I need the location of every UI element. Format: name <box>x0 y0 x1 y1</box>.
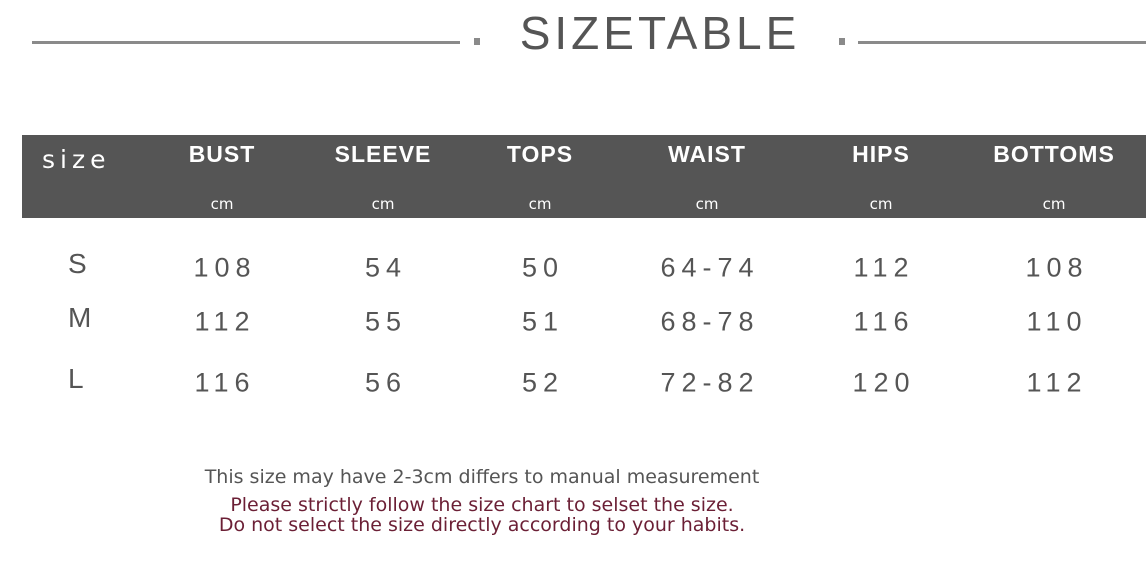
size-label: S <box>68 248 87 279</box>
table-cell: 64-74 <box>660 252 760 283</box>
title-dot-right <box>839 38 845 45</box>
page-title: SIZETABLE <box>519 7 801 59</box>
column-unit: cm <box>371 195 395 213</box>
table-cell: 52 <box>521 367 565 398</box>
title-rule-left <box>32 41 460 44</box>
column-header-waist: WAIST <box>668 141 746 167</box>
column-unit: cm <box>528 195 552 213</box>
note-follow-chart: Please strictly follow the size chart to… <box>230 494 734 516</box>
size-label: M <box>68 302 92 333</box>
table-header: size BUST cm SLEEVE cm TOPS cm WAIST cm HIPS cm BO… <box>22 135 1146 218</box>
column-unit: cm <box>210 195 234 213</box>
table-cell: 50 <box>521 252 565 283</box>
table-cell: 56 <box>364 367 408 398</box>
table-cell: 112 <box>1026 367 1088 398</box>
column-header-bottoms: BOTTOMS <box>993 141 1115 167</box>
title-rule-right <box>858 41 1146 44</box>
table-cell: 120 <box>852 367 916 398</box>
table-cell: 112 <box>194 306 256 337</box>
note-habits: Do not select the size directly accordin… <box>218 514 746 536</box>
column-header-sleeve: SLEEVE <box>334 141 432 167</box>
note-measurement: This size may have 2-3cm differs to manu… <box>204 466 760 488</box>
table-cell: 55 <box>364 306 408 337</box>
size-label: L <box>68 363 84 394</box>
table-cell: 108 <box>193 252 257 283</box>
column-unit: cm <box>1042 195 1066 213</box>
table-cell: 116 <box>853 306 915 337</box>
table-cell: 112 <box>853 252 915 283</box>
size-column-header: size <box>42 145 111 174</box>
column-header-bust: BUST <box>188 141 256 167</box>
column-unit: cm <box>869 195 893 213</box>
column-unit: cm <box>695 195 719 213</box>
table-cell: 51 <box>521 306 565 337</box>
table-cell: 54 <box>364 252 408 283</box>
table-cell: 72-82 <box>660 367 760 398</box>
column-header-hips: HIPS <box>852 141 910 167</box>
title-dot-left <box>474 38 480 45</box>
column-header-tops: TOPS <box>506 141 574 167</box>
table-cell: 116 <box>194 367 256 398</box>
table-cell: 108 <box>1025 252 1089 283</box>
table-cell: 110 <box>1026 306 1088 337</box>
table-cell: 68-78 <box>660 306 760 337</box>
